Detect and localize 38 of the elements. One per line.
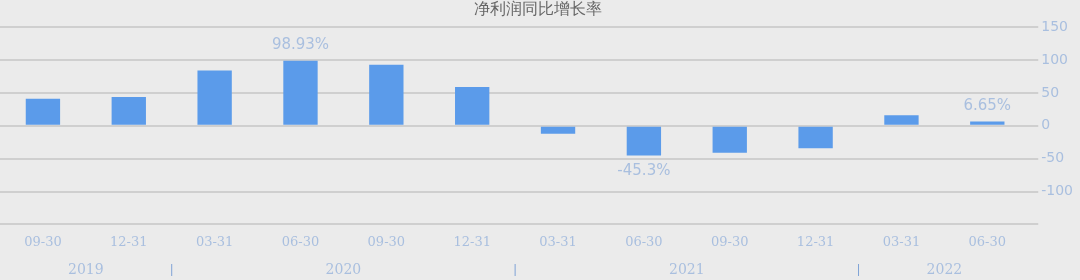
- bar: [626, 126, 662, 156]
- x-tick-label: 09-30: [24, 233, 62, 249]
- text: 2022: [926, 260, 963, 277]
- y-tick-label: 50: [1041, 83, 1060, 100]
- x-tick-label: 06-30: [625, 233, 663, 249]
- text: 2021: [669, 260, 705, 277]
- data-label: 6.65%: [963, 95, 1012, 114]
- text: 2020: [325, 260, 362, 277]
- bar: [540, 126, 576, 134]
- y-tick-label: -50: [1041, 149, 1065, 166]
- bar: [25, 98, 61, 125]
- bar: [712, 126, 747, 153]
- y-tick-label: -100: [1041, 182, 1074, 199]
- bar: [369, 64, 404, 125]
- bar: [111, 96, 146, 125]
- x-tick-label: 09-30: [711, 233, 749, 249]
- data-label: -45.3%: [617, 160, 671, 179]
- bar: [197, 70, 232, 125]
- bar: [970, 121, 1005, 125]
- x-tick-label: 06-30: [281, 233, 320, 249]
- data-label: 98.93%: [271, 35, 330, 54]
- bar: [798, 126, 833, 149]
- y-tick-label: 0: [1041, 116, 1051, 133]
- y-tick-label: 150: [1041, 17, 1068, 34]
- text: 2019: [68, 260, 104, 277]
- chart-title: 净利润同比增长率: [474, 0, 602, 18]
- bar: [455, 87, 490, 125]
- x-tick-label: 03-31: [195, 233, 234, 249]
- bar: [884, 115, 919, 125]
- x-tick-label: 03-31: [882, 233, 921, 249]
- y-tick-label: 100: [1041, 50, 1068, 67]
- x-tick-label: 09-30: [367, 233, 406, 249]
- x-tick-label: 12-31: [796, 233, 835, 249]
- x-tick-label: 03-31: [539, 233, 577, 249]
- x-tick-label: 12-31: [453, 233, 491, 249]
- x-tick-label: 06-30: [968, 233, 1007, 249]
- bar: [283, 60, 318, 125]
- x-tick-label: 12-31: [110, 233, 148, 249]
